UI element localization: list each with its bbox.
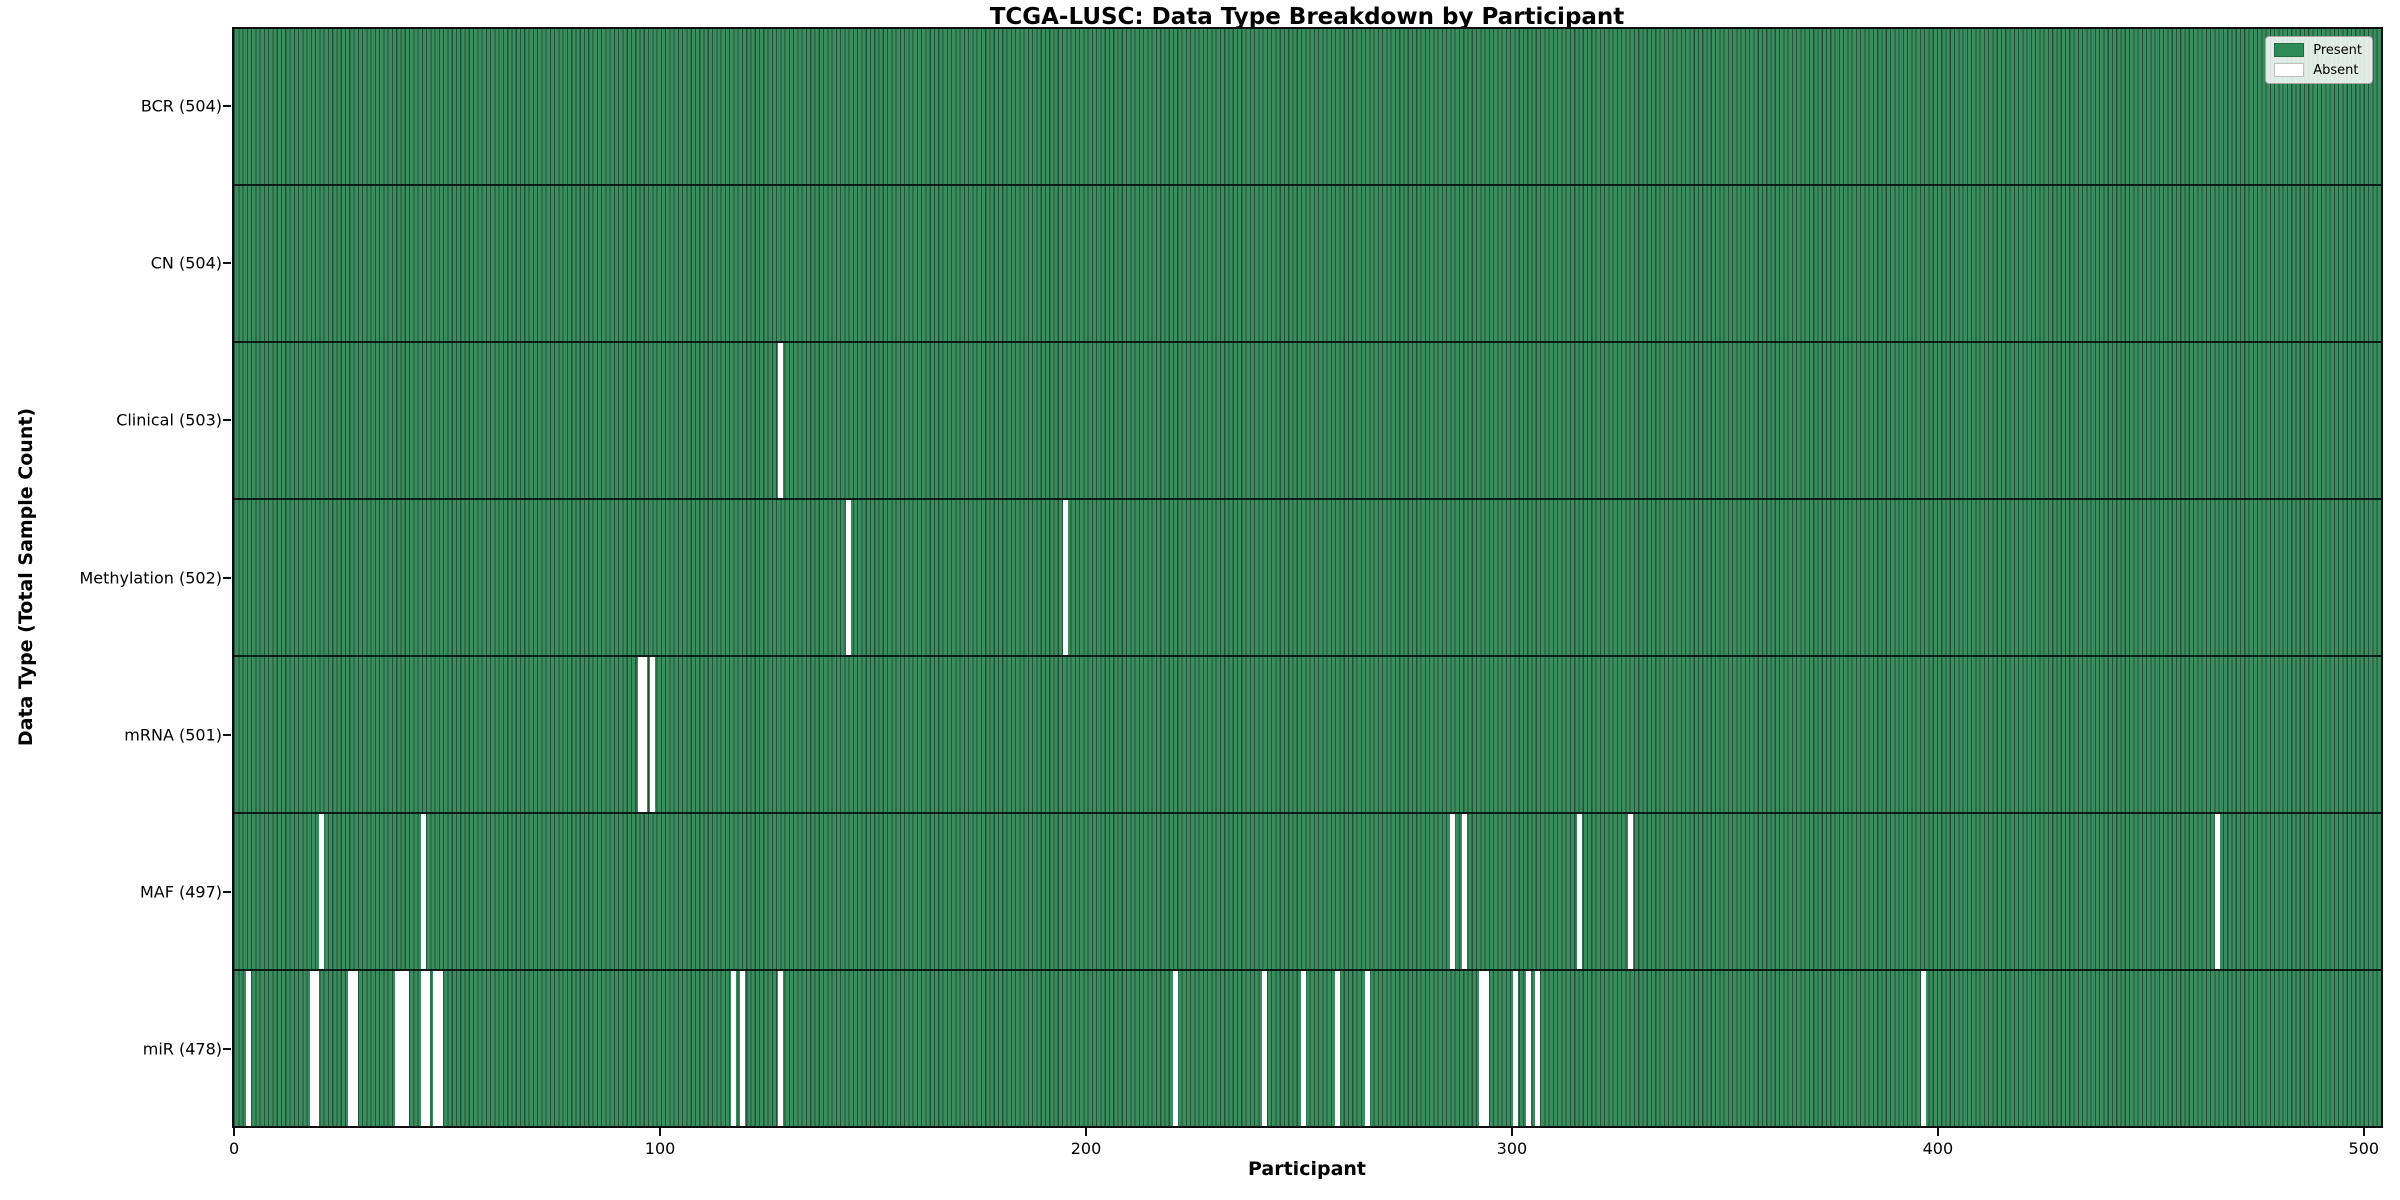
row-mRNA (234, 657, 2381, 814)
plot-area: Present Absent (232, 27, 2383, 1128)
x-tick-label: 200 (1070, 1139, 1102, 1158)
y-tick-mark (223, 733, 231, 736)
y-tick-mark (223, 576, 231, 579)
y-tick-label: CN (504) (150, 253, 222, 273)
chart-title: TCGA-LUSC: Data Type Breakdown by Partic… (989, 4, 1625, 30)
absent-mark (424, 971, 430, 1126)
absent-mark (1262, 971, 1268, 1126)
legend: Present Absent (2265, 36, 2373, 84)
x-tick-label: 400 (1922, 1139, 1954, 1158)
x-tick-label: 500 (2348, 1139, 2380, 1158)
absent-mark (641, 657, 647, 812)
absent-swatch (2274, 63, 2305, 77)
y-tick-mark (223, 891, 231, 894)
absent-mark (637, 657, 643, 812)
bar-edge-stripes (234, 29, 2381, 1126)
absent-mark (1921, 971, 1927, 1126)
y-tick-mark (223, 261, 231, 264)
absent-mark (739, 971, 745, 1126)
x-tick-label: 0 (229, 1139, 240, 1158)
absent-mark (1526, 971, 1532, 1126)
absent-mark (845, 500, 851, 655)
y-tick-mark (223, 1048, 231, 1051)
y-axis-label: Data Type (Total Sample Count) (15, 407, 37, 747)
x-tick-mark (2362, 1128, 2365, 1136)
absent-mark (399, 971, 405, 1126)
x-tick-mark (1936, 1128, 1939, 1136)
rows (234, 29, 2381, 1126)
absent-mark (1628, 814, 1634, 969)
x-tick-mark (1085, 1128, 1087, 1136)
y-tick-label: MAF (497) (139, 882, 222, 902)
absent-mark (1062, 500, 1068, 655)
absent-mark (352, 971, 358, 1126)
absent-mark (731, 971, 737, 1126)
y-tick-label: Clinical (503) (116, 410, 222, 430)
absent-mark (1534, 971, 1540, 1126)
absent-mark (318, 814, 324, 969)
absent-mark (1449, 814, 1455, 969)
present-swatch (2274, 43, 2305, 57)
row-miR (234, 971, 2381, 1126)
absent-mark (1483, 971, 1489, 1126)
absent-mark (437, 971, 443, 1126)
legend-item-absent: Absent (2274, 63, 2362, 77)
absent-mark (1513, 971, 1519, 1126)
absent-mark (310, 971, 316, 1126)
row-Methylation (234, 500, 2381, 657)
absent-mark (433, 971, 439, 1126)
absent-mark (395, 971, 401, 1126)
absent-mark (420, 971, 426, 1126)
y-tick-label: Methylation (502) (79, 568, 222, 587)
absent-mark (1479, 971, 1485, 1126)
y-tick-label: BCR (504) (140, 96, 222, 116)
absent-mark (1462, 814, 1468, 969)
x-tick-mark (1510, 1128, 1513, 1136)
y-tick-label: mRNA (501) (124, 725, 222, 745)
absent-mark (777, 343, 783, 498)
x-axis-label: Participant (1247, 1158, 1367, 1180)
absent-mark (1334, 971, 1340, 1126)
x-tick-label: 100 (644, 1139, 676, 1158)
absent-mark (1300, 971, 1306, 1126)
absent-mark (1364, 971, 1370, 1126)
absent-mark (1577, 814, 1583, 969)
absent-mark (2214, 814, 2220, 969)
legend-label-present: Present (2313, 42, 2362, 58)
absent-mark (246, 971, 252, 1126)
y-tick-mark (223, 104, 231, 107)
absent-mark (650, 657, 656, 812)
x-tick-mark (659, 1128, 662, 1136)
row-BCR (234, 29, 2381, 186)
legend-label-absent: Absent (2313, 62, 2359, 78)
absent-mark (420, 814, 426, 969)
absent-mark (348, 971, 354, 1126)
absent-mark (777, 971, 783, 1126)
row-CN (234, 186, 2381, 343)
x-tick-mark (233, 1128, 236, 1136)
absent-mark (403, 971, 409, 1126)
y-tick-label: miR (478) (142, 1039, 222, 1059)
x-tick-label: 300 (1496, 1139, 1528, 1158)
y-tick-mark (223, 419, 231, 422)
row-MAF (234, 814, 2381, 971)
absent-mark (1173, 971, 1179, 1126)
absent-mark (314, 971, 320, 1126)
legend-item-present: Present (2274, 43, 2362, 57)
row-Clinical (234, 343, 2381, 500)
